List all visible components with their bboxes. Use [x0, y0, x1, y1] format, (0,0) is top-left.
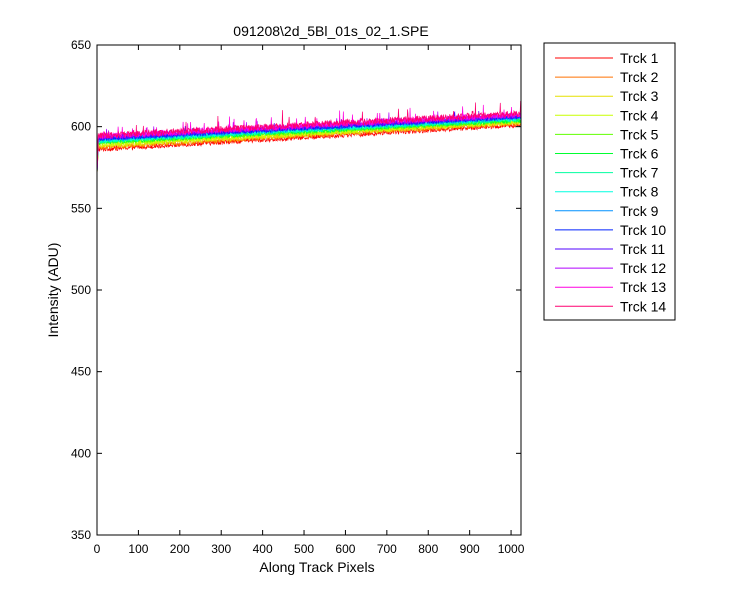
x-tick-label: 700 [377, 542, 397, 556]
legend: Trck 1 Trck 2 Trck 3 Trck 4 Trck 5 Trck 6 Trck… [543, 42, 676, 321]
x-tick-label: 800 [418, 542, 438, 556]
x-tick-label: 1000 [498, 542, 525, 556]
y-tick-label: 650 [71, 38, 91, 52]
series-line-14 [96, 100, 521, 176]
x-tick-label: 300 [211, 542, 231, 556]
legend-label: Trck 6 [620, 146, 659, 162]
x-tick-label: 500 [294, 542, 314, 556]
chart-title: 091208\2d_5Bl_01s_02_1.SPE [233, 23, 428, 39]
x-tick-label: 600 [335, 542, 355, 556]
x-axis: 0 100 200 300 400 500 600 700 800 900 1000 [94, 45, 525, 556]
series-line-13 [96, 104, 521, 176]
legend-label: Trck 3 [620, 88, 659, 104]
legend-label: Trck 5 [620, 126, 659, 142]
y-axis-title: Intensity (ADU) [45, 243, 61, 338]
legend-label: Trck 1 [620, 50, 659, 66]
y-tick-label: 400 [71, 446, 91, 460]
x-tick-label: 100 [128, 542, 148, 556]
legend-label: Trck 11 [620, 241, 665, 257]
y-axis: 350 400 450 500 550 600 650 [71, 38, 521, 542]
legend-label: Trck 10 [620, 222, 666, 238]
legend-label: Trck 8 [620, 184, 659, 200]
y-tick-label: 450 [71, 365, 91, 379]
y-tick-label: 350 [71, 528, 91, 542]
legend-label: Trck 12 [620, 260, 666, 276]
legend-label: Trck 14 [620, 298, 666, 314]
legend-label: Trck 4 [620, 107, 659, 123]
y-tick-label: 600 [71, 120, 91, 134]
legend-label: Trck 13 [620, 279, 666, 295]
legend-label: Trck 7 [620, 165, 659, 181]
series-layer [96, 100, 521, 176]
y-tick-label: 500 [71, 283, 91, 297]
x-tick-label: 200 [170, 542, 190, 556]
y-tick-label: 550 [71, 201, 91, 215]
x-tick-label: 900 [460, 542, 480, 556]
series-line-7 [96, 113, 521, 176]
legend-label: Trck 9 [620, 203, 659, 219]
x-axis-title: Along Track Pixels [259, 559, 374, 575]
legend-label: Trck 2 [620, 69, 659, 85]
x-tick-label: 0 [94, 542, 101, 556]
legend-box [543, 42, 676, 321]
x-tick-label: 400 [253, 542, 273, 556]
plot-area: 0 100 200 300 400 500 600 700 800 900 1000 350 400 4… [71, 38, 525, 556]
